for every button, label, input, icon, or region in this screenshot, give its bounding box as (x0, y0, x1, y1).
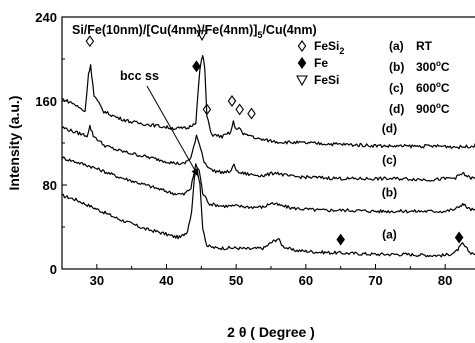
sample-tag: (d) (389, 102, 404, 116)
series-group (61, 55, 475, 258)
legend-entry-label: FeSi2 (314, 39, 344, 56)
sample-condition: 900oC (416, 101, 450, 116)
y-tick-label: 80 (43, 178, 57, 193)
sample-condition: 300oC (416, 59, 450, 74)
series-line-d (61, 55, 475, 150)
peak-marker-diamond-filled (454, 231, 464, 244)
peak-marker-diamond-open (227, 95, 237, 107)
series-line-b (61, 156, 475, 214)
sample-tag: (c) (389, 81, 404, 95)
y-tick-label: 0 (50, 262, 57, 277)
y-tick-label: 240 (35, 10, 57, 25)
series-label: (a) (382, 227, 397, 241)
series-labels: (a) (b) (c) (d) (382, 121, 397, 241)
series-line-c (61, 124, 475, 182)
y-axis-label: Intensity (a.u.) (6, 96, 22, 191)
x-axis-label: 2 θ ( Degree ) (227, 324, 315, 340)
sample-tag: (b) (389, 60, 404, 74)
x-tick-label: 50 (229, 273, 243, 288)
sample-condition: 600oC (416, 80, 450, 95)
legend-symbol-diamond-open (297, 40, 307, 52)
annotation-arrow-head (191, 167, 199, 177)
chart-title: Si/Fe(10nm)/[Cu(4nm)/Fe(4nm)]5/Cu(4nm) (72, 23, 317, 40)
peak-marker-diamond-open (85, 35, 95, 48)
legend-entry-label: Fe (314, 56, 328, 70)
sample-tag: (a) (389, 39, 404, 53)
peak-marker-diamond-open (202, 103, 212, 116)
bcc-ss-annotation: bcc ss (120, 69, 199, 177)
peak-marker-diamond-filled (336, 233, 345, 246)
peak-marker-diamond-open (235, 103, 244, 116)
legend-symbol-diamond-filled (297, 57, 307, 69)
series-label: (c) (382, 153, 397, 167)
peak-marker-diamond-open (247, 107, 256, 120)
sample-legend: (a) RT (b) 300oC (c) 600oC (d) 900oC (389, 39, 450, 116)
x-tick-label: 30 (90, 273, 104, 288)
series-line-a (61, 169, 475, 258)
x-tick-label: 60 (299, 273, 313, 288)
legend-entry-label: FeSi (314, 73, 339, 87)
x-tick-label: 80 (438, 273, 452, 288)
annotation-label: bcc ss (120, 69, 159, 83)
x-tick-label: 40 (159, 273, 173, 288)
series-label: (d) (382, 121, 397, 135)
axis-ticks: 30 40 50 60 70 80 0 80 160 240 (35, 10, 452, 288)
x-tick-label: 70 (368, 273, 382, 288)
series-label: (b) (382, 185, 397, 199)
peak-marker-diamond-filled (192, 60, 201, 73)
peak-marker-triangle-down-open (196, 30, 208, 41)
peak-markers (85, 30, 464, 246)
y-tick-label: 160 (35, 94, 57, 109)
legend-symbol-triangle-down-open (296, 75, 308, 87)
sample-condition: RT (416, 39, 433, 53)
annotation-arrow-line (146, 85, 199, 177)
